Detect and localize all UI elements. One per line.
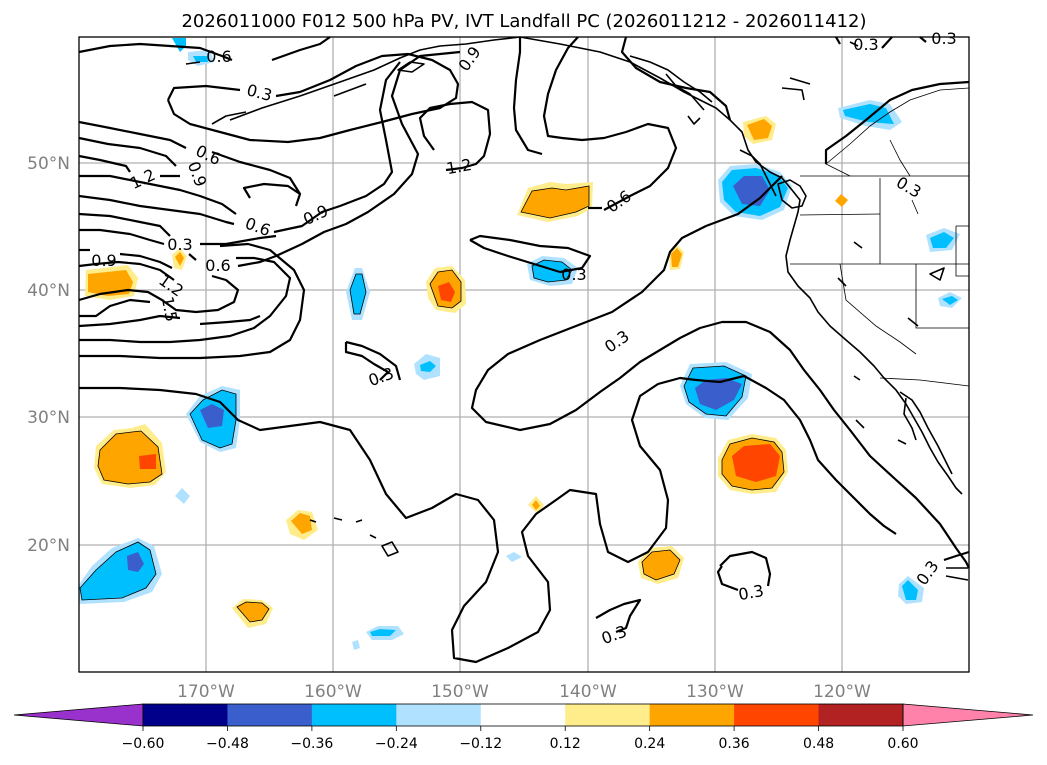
lon-tick-label: 160°W bbox=[304, 682, 362, 702]
contour-label: 0.6 bbox=[206, 47, 231, 66]
coastlines bbox=[185, 36, 969, 581]
contour-label: 0.3 bbox=[167, 235, 192, 254]
contour-label: 0.3 bbox=[737, 581, 765, 604]
contour-label: 0.6 bbox=[205, 256, 230, 275]
lon-tick-label: 150°W bbox=[431, 682, 489, 702]
lat-tick-label: 40°N bbox=[27, 281, 70, 301]
colorbar-tick-label: 0.48 bbox=[803, 736, 834, 752]
colorbar-tick-label: 0.12 bbox=[550, 736, 581, 752]
lat-tick-labels: 50°N 40°N 30°N 20°N bbox=[27, 154, 70, 556]
colorbar-extend-min bbox=[13, 703, 144, 727]
lon-tick-label: 140°W bbox=[559, 682, 617, 702]
colorbar-tick-label: −0.12 bbox=[459, 736, 502, 752]
colorbar-tick-label: 0.24 bbox=[634, 736, 665, 752]
colorbar-segment bbox=[396, 704, 482, 726]
colorbar-tick-label: −0.36 bbox=[290, 736, 333, 752]
lon-tick-label: 130°W bbox=[686, 682, 744, 702]
colorbar-extend-max bbox=[902, 703, 1034, 727]
map-background bbox=[79, 37, 969, 672]
colorbar-segments bbox=[143, 704, 904, 726]
lat-tick-label: 30°N bbox=[27, 408, 70, 428]
colorbar-ticks: −0.60 −0.48 −0.36 −0.24 −0.12 0.12 0.24 0.36 0.4… bbox=[122, 726, 919, 752]
lat-tick-label: 50°N bbox=[27, 154, 70, 174]
pv-anomaly-fills bbox=[78, 38, 962, 650]
contour-label: 0.9 bbox=[91, 251, 116, 270]
colorbar-segment bbox=[818, 704, 904, 726]
contour-label: 0.3 bbox=[561, 265, 586, 284]
colorbar-segment bbox=[480, 704, 566, 726]
colorbar: −0.60 −0.48 −0.36 −0.24 −0.12 0.12 0.24 0.36 0.4… bbox=[13, 703, 1034, 752]
lon-tick-label: 120°W bbox=[813, 682, 871, 702]
fill-outlines bbox=[79, 185, 785, 623]
colorbar-segment bbox=[649, 704, 735, 726]
map-frame bbox=[78, 36, 970, 673]
map-title: 2026011000 F012 500 hPa PV, IVT Landfall… bbox=[181, 11, 866, 32]
lon-tick-label: 170°W bbox=[177, 682, 235, 702]
contour-label: 1.5 bbox=[158, 295, 181, 323]
colorbar-tick-label: −0.60 bbox=[122, 736, 165, 752]
colorbar-outline bbox=[142, 703, 904, 727]
borders bbox=[790, 87, 970, 387]
gridlines bbox=[79, 37, 969, 672]
pv-contours bbox=[78, 36, 970, 664]
lat-tick-label: 20°N bbox=[27, 536, 70, 556]
colorbar-tick-label: 0.36 bbox=[719, 736, 750, 752]
contour-label: 0.3 bbox=[853, 35, 878, 54]
lon-tick-labels: 170°W 160°W 150°W 140°W 130°W 120°W bbox=[177, 682, 871, 702]
colorbar-segment bbox=[311, 704, 397, 726]
colorbar-tick-label: −0.48 bbox=[206, 736, 249, 752]
colorbar-segment bbox=[734, 704, 820, 726]
colorbar-tick-label: −0.24 bbox=[375, 736, 418, 752]
colorbar-tick-label: 0.60 bbox=[887, 736, 918, 752]
colorbar-segment bbox=[565, 704, 651, 726]
contour-label: 1.2 bbox=[445, 155, 473, 178]
contour-label: 0.3 bbox=[931, 29, 956, 48]
colorbar-segment bbox=[227, 704, 313, 726]
colorbar-segment bbox=[143, 704, 228, 726]
